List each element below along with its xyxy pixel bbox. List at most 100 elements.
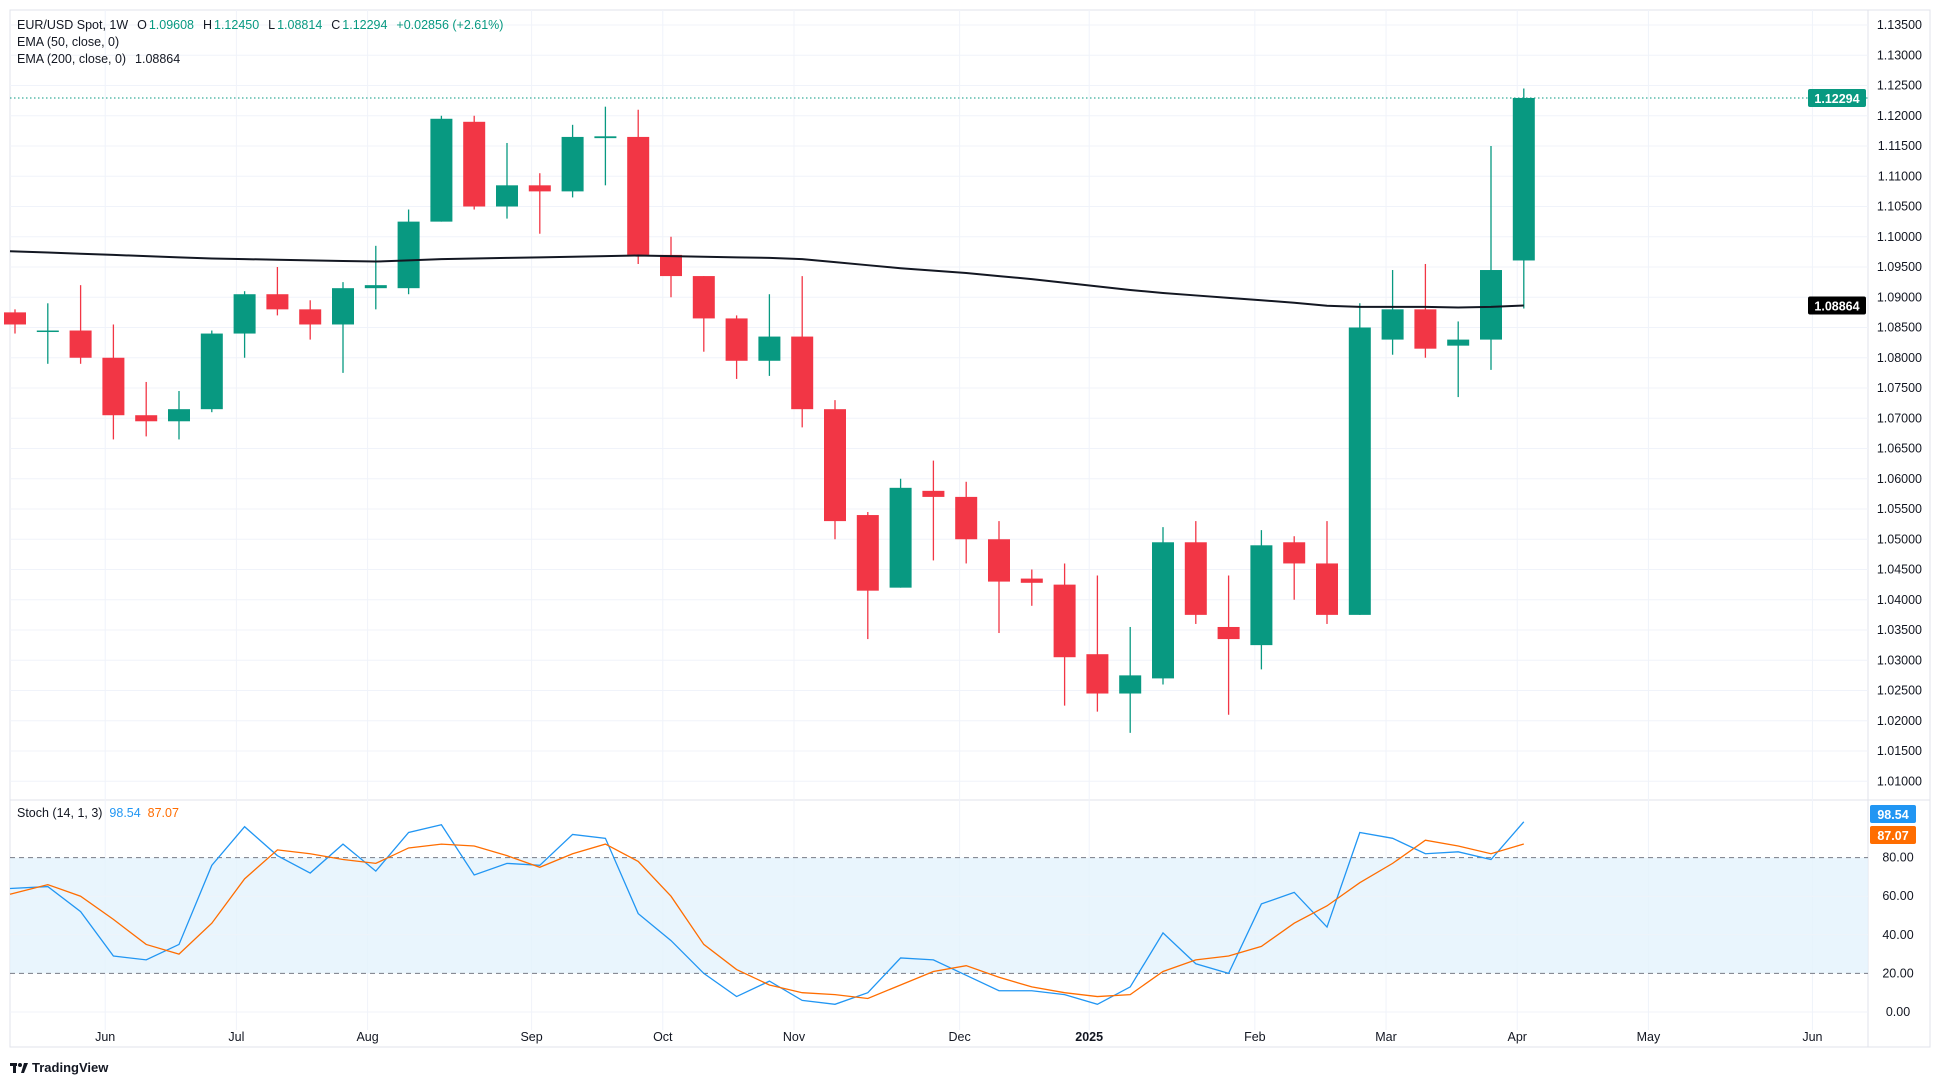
price-tick-label: 1.10500 <box>1877 200 1922 214</box>
stoch-k-line-label: 98.54 <box>1877 808 1908 822</box>
price-tick-label: 1.10000 <box>1877 230 1922 244</box>
candle-body <box>1152 542 1174 679</box>
price-tick-label: 1.05000 <box>1877 532 1922 546</box>
candle-body <box>168 409 190 422</box>
candle-body <box>1414 309 1437 349</box>
ema200-line <box>9 250 1524 309</box>
candle-body <box>1086 654 1109 694</box>
candle-body <box>4 312 26 325</box>
stoch-tick-label: 80.00 <box>1882 851 1913 865</box>
candle-body <box>1348 327 1371 615</box>
tradingview-logo-icon <box>10 1062 28 1073</box>
ema-price-label: 1.08864 <box>1814 299 1859 313</box>
candle-body <box>1020 578 1043 583</box>
candle-body <box>758 336 781 361</box>
ema50-legend[interactable]: EMA (50, close, 0) <box>17 35 120 49</box>
time-axis-label: 2025 <box>1075 1030 1103 1044</box>
change-value: +0.02856 (+2.61%) <box>396 18 504 32</box>
candle-body <box>364 285 387 289</box>
stoch-d-line <box>9 839 1524 1000</box>
symbol-label[interactable]: EUR/USD Spot, 1W <box>17 18 129 32</box>
price-tick-label: 1.04500 <box>1877 563 1922 577</box>
close-label: C <box>331 18 341 32</box>
high-label: H <box>202 18 212 32</box>
time-axis-label: Jul <box>228 1030 244 1044</box>
price-tick-label: 1.01500 <box>1877 744 1922 758</box>
low-value: 1.08814 <box>277 18 323 32</box>
time-axis-label: Oct <box>653 1030 673 1044</box>
price-tick-label: 1.06000 <box>1877 472 1922 486</box>
main-legend: EUR/USD Spot, 1W O 1.09608 H 1.12450 L 1.08… <box>17 17 505 68</box>
low-label: L <box>268 18 276 32</box>
candle-body <box>725 318 748 361</box>
candle-body <box>988 539 1010 582</box>
candle-body <box>1381 309 1404 340</box>
candle-body <box>660 254 682 277</box>
candle-body <box>824 409 846 522</box>
candle-body <box>1119 675 1142 694</box>
tradingview-brand-text: TradingView <box>32 1060 109 1075</box>
candle-body <box>922 490 945 497</box>
candle-body <box>332 288 354 325</box>
price-tick-label: 1.08500 <box>1877 321 1922 335</box>
time-axis-label: May <box>1637 1030 1661 1044</box>
time-axis-label: Aug <box>356 1030 378 1044</box>
price-tick-label: 1.02000 <box>1877 714 1922 728</box>
candle-body <box>69 330 92 358</box>
price-tick-label: 1.13000 <box>1877 48 1922 62</box>
ema-price-badge <box>1808 296 1866 315</box>
stoch-d-line-label: 87.07 <box>1877 829 1908 843</box>
high-value: 1.12450 <box>214 18 260 32</box>
ema200-legend[interactable]: EMA (200, close, 0) 1.08864 <box>17 51 505 68</box>
stoch-legend[interactable]: Stoch (14, 1, 3) 98.54 87.07 <box>17 806 179 820</box>
time-axis-label: Mar <box>1375 1030 1397 1044</box>
candle-body <box>1217 626 1240 640</box>
price-tick-label: 1.04000 <box>1877 593 1922 607</box>
candle-body <box>1480 270 1502 340</box>
stoch-tick-label: 0.00 <box>1886 1005 1910 1019</box>
candle-body <box>889 487 912 588</box>
candle-body <box>528 185 551 192</box>
symbol-ohlc-row: EUR/USD Spot, 1W O 1.09608 H 1.12450 L 1.08… <box>17 17 505 34</box>
price-tick-label: 1.03000 <box>1877 653 1922 667</box>
candle-body <box>955 496 978 540</box>
stoch-tick-label: 40.00 <box>1882 928 1913 942</box>
stoch-d-value: 87.07 <box>147 806 179 820</box>
price-tick-label: 1.01000 <box>1877 774 1922 788</box>
candle-body <box>791 336 814 410</box>
candle-body <box>1316 563 1338 615</box>
stoch-label: Stoch (14, 1, 3) <box>17 806 103 820</box>
price-tick-label: 1.12500 <box>1877 79 1922 93</box>
candle-body <box>856 515 879 591</box>
tradingview-logo[interactable]: TradingView <box>10 1060 108 1075</box>
price-tick-label: 1.09000 <box>1877 290 1922 304</box>
price-tick-label: 1.11000 <box>1878 169 1922 183</box>
price-tick-label: 1.09500 <box>1877 260 1922 274</box>
candle-body <box>1250 545 1273 646</box>
time-axis-label: Nov <box>783 1030 806 1044</box>
stoch-k-line <box>9 821 1525 1005</box>
price-tick-label: 1.05500 <box>1877 502 1922 516</box>
ema200-value: 1.08864 <box>135 52 181 66</box>
time-axis-label: Dec <box>949 1030 971 1044</box>
time-axis-label: Apr <box>1508 1030 1527 1044</box>
stoch-k-value: 98.54 <box>109 806 141 820</box>
price-tick-label: 1.02500 <box>1877 684 1922 698</box>
close-value: 1.12294 <box>342 18 388 32</box>
stoch-k-line-badge <box>1870 805 1916 823</box>
candle-body <box>1283 542 1306 564</box>
stoch-band <box>10 857 1868 974</box>
time-axis-label: Feb <box>1244 1030 1266 1044</box>
candle-body <box>627 136 650 255</box>
price-tick-label: 1.07500 <box>1877 381 1922 395</box>
price-tick-label: 1.06500 <box>1877 442 1922 456</box>
time-axis-label: Jun <box>1802 1030 1822 1044</box>
candle-body <box>135 415 158 422</box>
candle-body <box>692 276 715 319</box>
time-axis-label: Jun <box>95 1030 115 1044</box>
candle-body <box>1512 97 1535 261</box>
price-tick-label: 1.08000 <box>1877 351 1922 365</box>
candle-body <box>200 333 223 410</box>
last-price-badge <box>1808 88 1866 107</box>
